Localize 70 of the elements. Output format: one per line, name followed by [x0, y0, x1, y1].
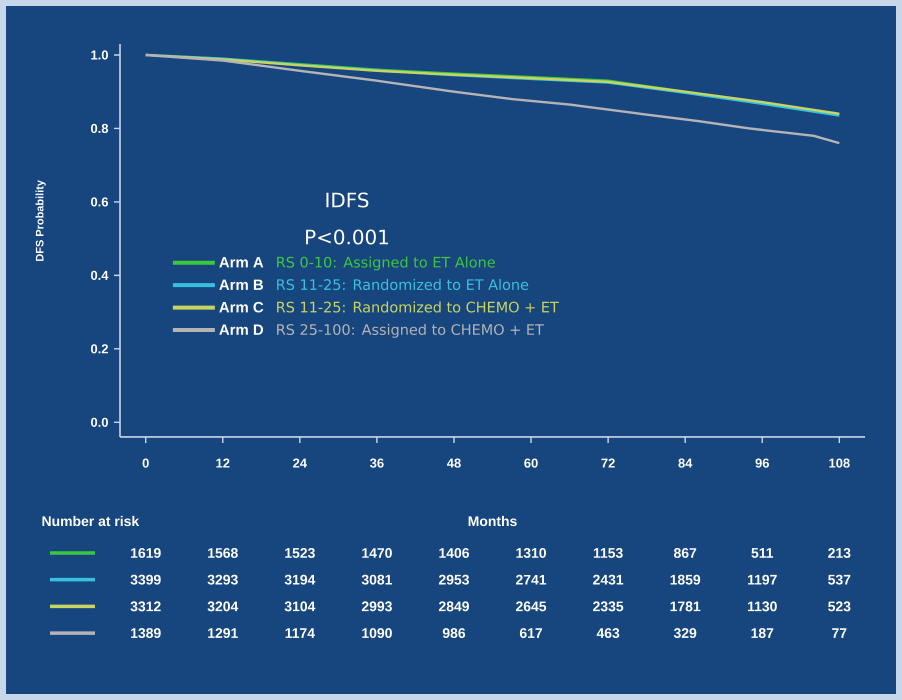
- text: 1174: [286, 628, 315, 638]
- text: 3399: [130, 574, 161, 585]
- text: 511: [751, 548, 774, 558]
- text: 3312: [130, 601, 161, 612]
- x-tick-label: 24: [293, 458, 307, 468]
- legend-label: Arm A: [219, 257, 264, 268]
- x-tick-label: 48: [446, 458, 461, 468]
- text: 1523: [285, 548, 315, 558]
- text: 1291: [208, 628, 238, 638]
- text: 1859: [670, 574, 700, 585]
- text: 463: [596, 628, 620, 638]
- y-tick-label: 0.2: [91, 344, 108, 354]
- text: 77: [832, 628, 846, 638]
- text: 1090: [362, 628, 392, 638]
- annotation: RS 0-10: Assigned to ET Alone: [277, 256, 495, 270]
- legend-label: Arm B: [219, 280, 263, 290]
- x-tick-label: 12: [216, 458, 230, 468]
- text: 329: [674, 628, 696, 638]
- text: 2953: [438, 574, 469, 585]
- text: 1197: [748, 574, 777, 585]
- x-tick-label: 72: [601, 458, 615, 468]
- y-tick-label: 0.0: [91, 418, 108, 427]
- text: 537: [828, 574, 850, 585]
- line-series: [144, 54, 841, 144]
- text: 3081: [362, 574, 392, 585]
- annotation: P<0.001: [306, 229, 388, 245]
- text: 1568: [208, 548, 238, 558]
- x-tick-label: 84: [678, 458, 692, 468]
- text: 1406: [439, 548, 469, 558]
- text: 2849: [438, 601, 469, 612]
- y-tick-label: 0.6: [91, 197, 108, 206]
- text: 1153: [594, 548, 623, 558]
- x-axis-title: Months: [468, 516, 517, 526]
- text: 2993: [362, 601, 392, 612]
- text: 3204: [208, 601, 238, 612]
- text: 1310: [516, 548, 546, 558]
- text: 213: [828, 548, 850, 558]
- text: 1130: [748, 601, 777, 612]
- legend-label: Arm D: [219, 324, 264, 335]
- text: 867: [674, 548, 696, 558]
- text: 523: [828, 601, 850, 612]
- text: 1470: [362, 548, 392, 558]
- text: 187: [751, 628, 774, 638]
- x-tick-label: 108: [829, 458, 850, 468]
- x-tick-label: 60: [524, 458, 538, 468]
- annotation: RS 11-25: Randomized to CHEMO + ET: [277, 301, 559, 313]
- text: 3194: [284, 574, 316, 585]
- text: Number at risk: [42, 516, 140, 526]
- x-tick-label: 36: [370, 458, 384, 468]
- text: 986: [442, 628, 466, 638]
- annotation: IDFS: [326, 192, 368, 208]
- x-tick-label: 0: [142, 458, 149, 468]
- text: 617: [520, 628, 542, 638]
- y-tick-label: 0.8: [91, 124, 108, 134]
- text: 1389: [131, 628, 161, 638]
- text: 2645: [516, 601, 546, 612]
- y-axis-title: DFS Probability: [36, 180, 46, 261]
- legend-label: Arm C: [219, 302, 264, 312]
- text: 3104: [284, 601, 316, 612]
- y-tick-label: 0.4: [91, 270, 108, 280]
- text: 3293: [208, 574, 238, 585]
- text: 2741: [516, 574, 546, 585]
- annotation: RS 11-25: Randomized to ET Alone: [277, 278, 528, 290]
- text: 1619: [131, 548, 161, 558]
- x-tick-label: 96: [756, 458, 769, 468]
- y-tick-label: 1.0: [91, 50, 108, 60]
- text: 2335: [593, 601, 624, 612]
- text: 2431: [593, 574, 624, 585]
- annotation: RS 25-100: Assigned to CHEMO + ET: [277, 324, 544, 338]
- text: 1781: [670, 601, 700, 612]
